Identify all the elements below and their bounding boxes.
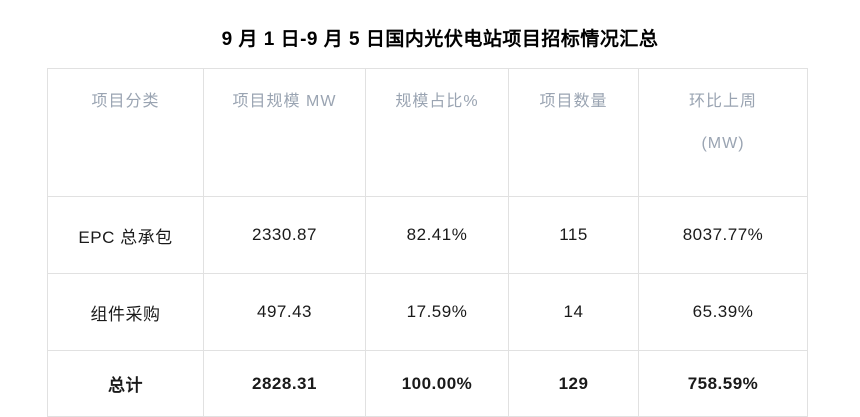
header-project-count: 项目数量 xyxy=(508,68,639,197)
cell-total-scale: 2828.31 xyxy=(203,350,366,417)
header-category-label: 项目分类 xyxy=(91,93,160,110)
header-wow-change-unit: (MW) xyxy=(701,135,745,152)
cell-epc-wow: 8037.77% xyxy=(638,196,808,274)
cell-epc-count: 115 xyxy=(508,196,639,274)
cell-total-category: 总计 xyxy=(47,350,204,417)
cell-modules-pct: 17.59% xyxy=(365,273,509,351)
header-wow-change-label: 环比上周 xyxy=(688,93,757,110)
cell-modules-wow: 65.39% xyxy=(638,273,808,351)
cell-total-count: 129 xyxy=(508,350,639,417)
header-scale-pct: 规模占比% xyxy=(365,68,509,197)
header-wow-change: 环比上周 (MW) xyxy=(638,68,808,197)
bidding-summary-table: 项目分类 项目规模 MW 规模占比% 项目数量 环比上周 (MW) EPC 总承… xyxy=(47,68,808,417)
header-scale-mw: 项目规模 MW xyxy=(203,68,366,197)
page-title: 9 月 1 日-9 月 5 日国内光伏电站项目招标情况汇总 xyxy=(221,29,659,50)
table-row-epc: EPC 总承包 2330.87 82.41% 115 8037.77% xyxy=(47,196,808,274)
table-header-row: 项目分类 项目规模 MW 规模占比% 项目数量 环比上周 (MW) xyxy=(47,68,808,197)
cell-epc-category: EPC 总承包 xyxy=(47,196,204,274)
cell-modules-count: 14 xyxy=(508,273,639,351)
table-row-total: 总计 2828.31 100.00% 129 758.59% xyxy=(47,350,808,417)
header-project-count-label: 项目数量 xyxy=(539,93,608,110)
table-row-modules: 组件采购 497.43 17.59% 14 65.39% xyxy=(47,273,808,351)
cell-modules-category: 组件采购 xyxy=(47,273,204,351)
header-scale-pct-label: 规模占比% xyxy=(395,93,479,110)
cell-epc-scale: 2330.87 xyxy=(203,196,366,274)
header-category: 项目分类 xyxy=(47,68,204,197)
cell-modules-scale: 497.43 xyxy=(203,273,366,351)
cell-total-wow: 758.59% xyxy=(638,350,808,417)
cell-total-pct: 100.00% xyxy=(365,350,509,417)
cell-epc-pct: 82.41% xyxy=(365,196,509,274)
header-scale-mw-label: 项目规模 MW xyxy=(232,93,337,110)
